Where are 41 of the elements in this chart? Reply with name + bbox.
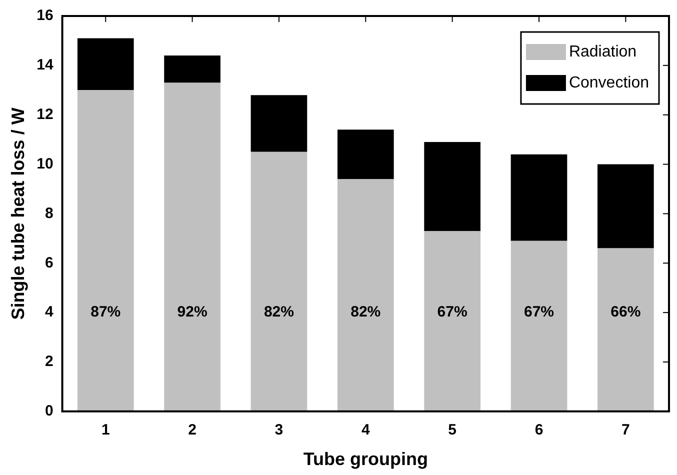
bar	[164, 82, 220, 412]
annotation: 67%	[437, 304, 468, 321]
x-tick-label: 7	[621, 422, 630, 439]
annotation: 92%	[177, 304, 208, 321]
y-tick-label: 4	[44, 304, 54, 321]
x-axis-title: Tube grouping	[303, 449, 428, 470]
y-tick-label: 16	[36, 7, 54, 24]
annotation: 66%	[610, 304, 641, 321]
bar	[424, 231, 480, 412]
y-tick-label: 2	[44, 353, 54, 370]
bar	[337, 179, 394, 412]
bar	[597, 164, 654, 248]
annotation: 87%	[90, 304, 121, 321]
bar	[337, 130, 394, 180]
annotation: 82%	[264, 304, 294, 321]
legend-label: Radiation	[568, 43, 637, 60]
annotation: 82%	[350, 304, 381, 321]
x-tick-label: 3	[274, 422, 284, 439]
y-tick-label: 14	[36, 56, 54, 74]
bar	[597, 248, 654, 412]
y-tick-label: 0	[44, 402, 54, 420]
x-tick-label: 2	[188, 422, 196, 439]
y-tick-label: 6	[44, 254, 54, 272]
y-tick-label: 8	[44, 204, 54, 222]
y-tick-label: 10	[36, 155, 54, 172]
bar	[164, 56, 220, 83]
bar	[510, 240, 568, 412]
y-tick-label: 12	[36, 106, 54, 123]
x-tick-label: 4	[361, 422, 370, 439]
annotation: 67%	[524, 304, 554, 321]
bar	[250, 95, 308, 152]
legend-label: Convection	[568, 74, 649, 92]
x-tick-label: 1	[101, 422, 110, 439]
bar	[424, 142, 480, 231]
bar	[77, 90, 134, 412]
bar	[77, 38, 134, 90]
y-axis-title: Single tube heat loss / W	[8, 108, 28, 320]
bar	[510, 154, 568, 241]
x-tick-label: 5	[448, 422, 456, 439]
x-tick-label: 6	[534, 422, 544, 439]
bar	[250, 152, 308, 412]
